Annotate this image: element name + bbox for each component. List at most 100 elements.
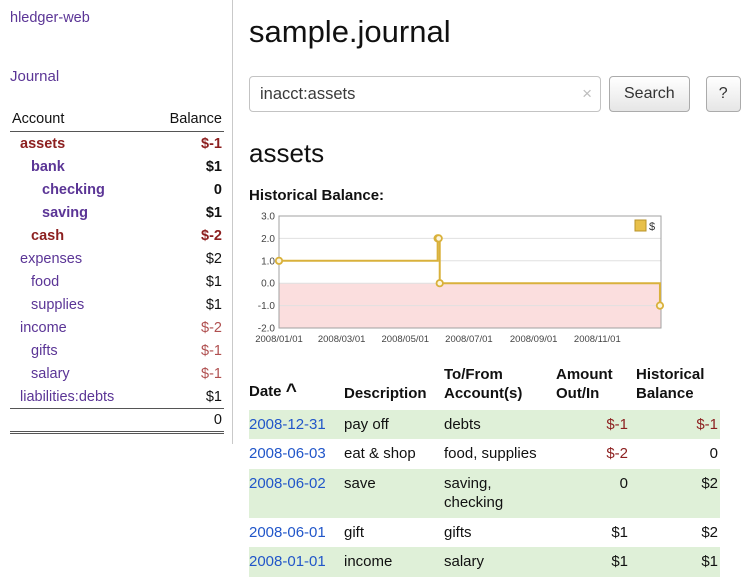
register-amount-cell: $-1 <box>606 415 628 433</box>
account-link[interactable]: checking <box>42 181 105 198</box>
account-balance: $-1 <box>201 135 222 152</box>
account-balance: $2 <box>205 250 222 267</box>
register-date-cell: 2008-06-01 <box>249 518 344 548</box>
account-row: supplies $1 <box>10 293 224 316</box>
register-header-row: Date ^ Description To/From Account(s) Am… <box>249 366 720 410</box>
date-link[interactable]: 2008-06-03 <box>249 445 326 462</box>
register-amount-cell: 0 <box>619 474 628 492</box>
register-row: 2008-06-01 gift gifts $1 $2 <box>249 518 720 548</box>
account-link[interactable]: cash <box>31 227 65 244</box>
date-header-label: Date <box>249 382 282 400</box>
account-row: expenses $2 <box>10 247 224 270</box>
search-button[interactable]: Search <box>609 76 690 112</box>
register-row: 2008-12-31 pay off debts $-1 $-1 <box>249 409 720 439</box>
account-balance: $1 <box>205 388 222 405</box>
accounts-total-spacer <box>10 408 149 434</box>
register-balance-cell: $1 <box>701 553 718 570</box>
account-row: assets $-1 <box>10 132 224 156</box>
date-link[interactable]: 2008-01-01 <box>249 553 326 570</box>
search-input[interactable] <box>249 76 601 112</box>
accounts-header-balance: Balance <box>148 109 224 132</box>
register-date-cell: 2008-06-03 <box>249 439 344 469</box>
account-balance: $-1 <box>201 365 222 382</box>
register-date-cell: 2008-06-02 <box>249 469 344 518</box>
account-row: food $1 <box>10 270 224 293</box>
register-row: 2008-01-01 income salary $1 $1 <box>249 547 720 577</box>
date-link[interactable]: 2008-06-01 <box>249 523 326 541</box>
journal-link[interactable]: Journal <box>10 68 60 85</box>
register-date-cell: 2008-01-01 <box>249 547 344 577</box>
account-balance: 0 <box>213 181 222 198</box>
register-header-description: Description <box>344 384 427 402</box>
account-balance: $-2 <box>201 319 222 336</box>
svg-text:3.0: 3.0 <box>261 212 275 223</box>
account-link[interactable]: assets <box>20 135 66 152</box>
svg-text:2008/09/01: 2008/09/01 <box>510 334 558 345</box>
account-link[interactable]: saving <box>42 204 88 221</box>
register-row: 2008-06-02 save saving, checking 0 $2 <box>249 468 720 518</box>
register-accounts-cell: gifts <box>444 523 472 541</box>
account-link[interactable]: supplies <box>31 296 85 313</box>
register-body: 2008-12-31 pay off debts $-1 $-1 2008-06-03 ea… <box>249 409 720 577</box>
register-header-accounts: To/From Account(s) <box>444 366 523 402</box>
accounts-header-row: Account Balance <box>10 109 224 132</box>
register-header-date[interactable]: Date ^ <box>249 366 344 410</box>
register-balance-cell: $2 <box>701 523 718 541</box>
register-description-cell: pay off <box>344 415 389 433</box>
account-link[interactable]: bank <box>31 158 65 175</box>
accounts-total-balance: 0 <box>148 408 224 434</box>
svg-text:-2.0: -2.0 <box>258 324 276 335</box>
account-link[interactable]: liabilities:debts <box>20 388 115 405</box>
clear-search-icon[interactable]: × <box>582 84 592 104</box>
svg-text:2008/11/01: 2008/11/01 <box>574 334 621 345</box>
svg-text:$: $ <box>649 221 655 233</box>
register-header-amount: Amount Out/In <box>556 366 613 402</box>
account-link[interactable]: expenses <box>20 250 83 267</box>
account-balance: $1 <box>205 158 222 175</box>
account-link[interactable]: salary <box>31 365 70 382</box>
account-row: income $-2 <box>10 316 224 339</box>
register-header-balance: Historical Balance <box>636 366 705 402</box>
account-link[interactable]: gifts <box>31 342 58 359</box>
register-description-cell: eat & shop <box>344 445 416 462</box>
svg-text:2008/03/01: 2008/03/01 <box>318 334 366 345</box>
register-description-cell: gift <box>344 523 365 541</box>
date-link[interactable]: 2008-12-31 <box>249 415 326 433</box>
register-accounts-cell: saving, checking <box>444 474 504 512</box>
register-balance-cell: $-1 <box>696 415 718 433</box>
svg-text:-1.0: -1.0 <box>258 301 276 312</box>
account-heading: assets <box>249 138 325 168</box>
help-button[interactable]: ? <box>705 76 741 112</box>
app-title: hledger-web <box>10 10 90 26</box>
accounts-header-account: Account <box>10 109 149 132</box>
balance-chart: 3.0 2.0 1.0 0.0 -1.0 -2.0 2008/01/01 2008/03/01… <box>249 208 726 356</box>
account-row: bank $1 <box>10 155 224 178</box>
account-row: saving $1 <box>10 201 224 224</box>
chart-title: Historical Balance: <box>249 187 385 204</box>
register-accounts-cell: salary <box>444 553 485 570</box>
account-balance: $1 <box>205 296 222 313</box>
account-balance: $-2 <box>201 227 222 244</box>
register-accounts-cell: debts <box>444 415 481 433</box>
register-amount-cell: $1 <box>611 553 628 570</box>
account-balance: $1 <box>205 273 222 290</box>
search-input-wrap: × <box>249 76 601 112</box>
accounts-body: assets $-1 bank $1 checking 0 saving $1 cash $-2 e… <box>10 132 224 409</box>
svg-text:2.0: 2.0 <box>261 234 275 245</box>
register-balance-cell: 0 <box>709 445 718 462</box>
account-row: cash $-2 <box>10 224 224 247</box>
svg-text:0.0: 0.0 <box>261 279 275 290</box>
register-balance-cell: $2 <box>701 474 718 492</box>
search-form: × Search ? <box>249 76 741 112</box>
account-link[interactable]: income <box>20 319 67 336</box>
account-row: liabilities:debts $1 <box>10 385 224 409</box>
accounts-total-row: 0 <box>10 408 224 434</box>
date-link[interactable]: 2008-06-02 <box>249 474 326 492</box>
register-description-cell: income <box>344 553 393 570</box>
account-balance: $1 <box>205 204 222 221</box>
account-link[interactable]: food <box>31 273 60 290</box>
svg-text:2008/01/01: 2008/01/01 <box>255 334 303 345</box>
accounts-table: Account Balance assets $-1 bank $1 checking 0… <box>10 109 224 434</box>
